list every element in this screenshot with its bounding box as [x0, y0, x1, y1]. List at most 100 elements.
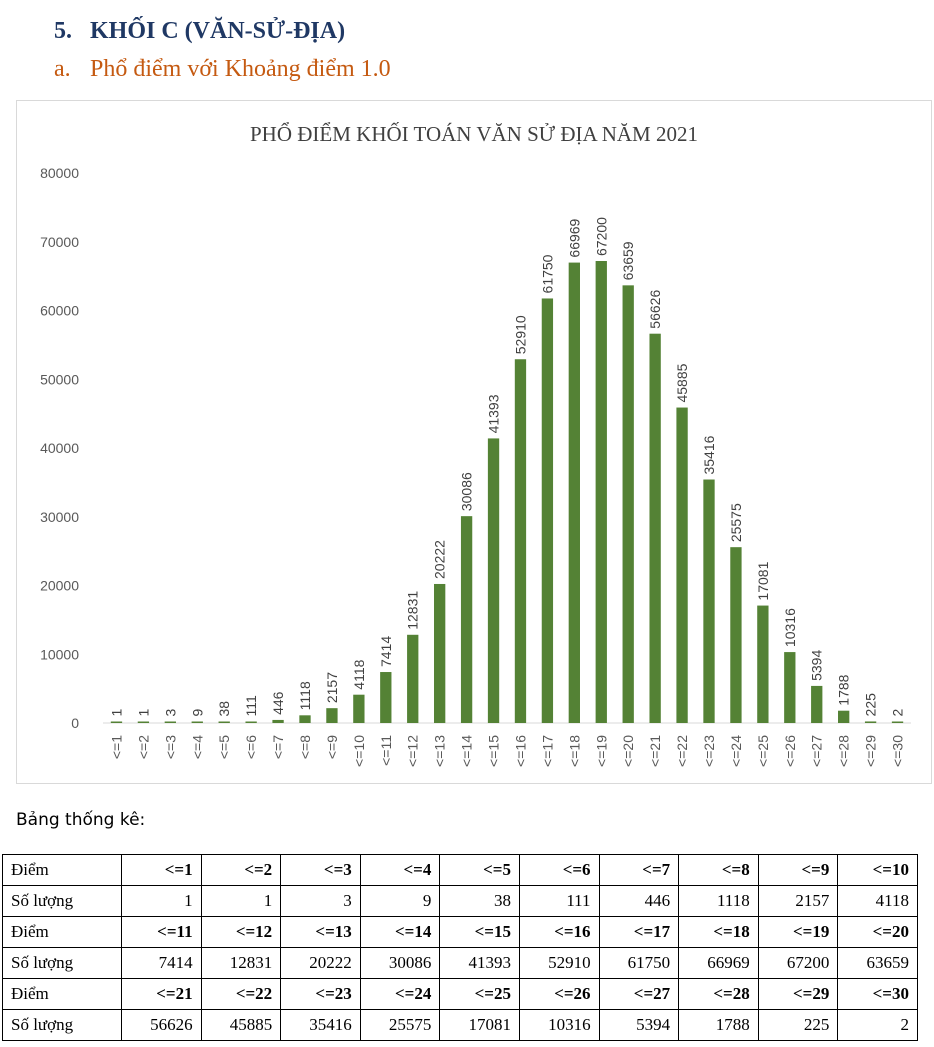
points-cell: <=20	[837, 916, 918, 948]
chart-container: PHỔ ĐIỂM KHỐI TOÁN VĂN SỬ ĐỊA NĂM 2021 0…	[16, 100, 932, 784]
bar	[353, 694, 365, 723]
points-row-header: Điểm	[2, 854, 122, 886]
count-cell: 446	[598, 885, 680, 917]
data-label: 30086	[459, 472, 475, 511]
points-cell: <=6	[518, 854, 600, 886]
bar	[595, 261, 607, 723]
points-cell: <=27	[598, 978, 680, 1010]
points-cell: <=4	[359, 854, 441, 886]
bar	[487, 438, 500, 723]
bar	[326, 708, 338, 723]
stats-table: Điểm <=1 <=2 <=3 <=4 <=5 <=6 <=7 <=8 <=9 <=10 Số lư…	[2, 854, 918, 1041]
bar	[757, 605, 769, 723]
counts-row-header: Số lượng	[2, 947, 122, 979]
x-tick-label: <=29	[863, 735, 879, 767]
x-tick-label: <=9	[324, 735, 340, 759]
count-cell: 66969	[678, 947, 759, 979]
count-cell: 67200	[757, 947, 839, 979]
x-tick-label: <=8	[297, 735, 313, 759]
points-row: Điểm <=11 <=12 <=13 <=14 <=15 <=16 <=17 <=18 <=19…	[2, 916, 918, 948]
x-tick-label: <=15	[486, 735, 502, 767]
points-cell: <=19	[757, 916, 839, 948]
points-cell: <=21	[121, 978, 202, 1010]
data-label: 63659	[620, 241, 636, 280]
x-tick-label: <=22	[674, 735, 690, 767]
data-label: 3	[162, 709, 178, 717]
y-tick-label: 30000	[40, 509, 79, 525]
section-number: 5.	[54, 18, 72, 44]
points-row: Điểm <=21 <=22 <=23 <=24 <=25 <=26 <=27 <=28 <=29…	[2, 978, 918, 1010]
bar	[191, 721, 203, 723]
x-tick-label: <=3	[162, 735, 178, 759]
bar	[407, 634, 419, 723]
points-cell: <=2	[200, 854, 282, 886]
y-tick-label: 50000	[40, 371, 79, 387]
bar-series	[110, 261, 904, 723]
count-cell: 56626	[121, 1009, 202, 1041]
count-cell: 25575	[359, 1009, 441, 1041]
points-cell: <=9	[757, 854, 839, 886]
count-cell: 9	[359, 885, 441, 917]
data-label: 12831	[405, 591, 421, 630]
points-cell: <=5	[439, 854, 520, 886]
counts-row: Số lượng 1 1 3 9 38 111 446 1118 2157 4118	[2, 885, 918, 917]
x-tick-label: <=5	[216, 735, 232, 759]
y-axis: 0 10000 20000 30000 40000 50000 60000 70000 8000…	[40, 165, 79, 731]
data-labels: 1 1 3 9 38 111 446 1118 2157 4118 7414 12831 20222 30…	[108, 217, 905, 717]
count-cell: 5394	[598, 1009, 680, 1041]
bar	[434, 583, 446, 723]
count-cell: 63659	[837, 947, 918, 979]
data-label: 2157	[324, 672, 340, 703]
count-cell: 2	[837, 1009, 918, 1041]
points-cell: <=15	[439, 916, 520, 948]
points-cell: <=28	[678, 978, 759, 1010]
points-cell: <=14	[359, 916, 441, 948]
x-tick-label: <=25	[755, 735, 771, 767]
bar	[784, 652, 796, 723]
bar	[891, 721, 904, 723]
x-tick-label: <=19	[593, 735, 609, 767]
points-cell: <=29	[757, 978, 839, 1010]
x-tick-label: <=20	[620, 735, 636, 767]
data-label: 41393	[486, 394, 502, 433]
section-title: KHỐI C (VĂN-SỬ-ĐỊA)	[90, 18, 346, 44]
x-tick-label: <=2	[135, 735, 151, 759]
data-label: 52910	[512, 315, 528, 354]
points-row-header: Điểm	[2, 978, 122, 1010]
points-cell: <=8	[678, 854, 759, 886]
stats-caption: Bảng thống kê:	[16, 810, 146, 830]
counts-row: Số lượng 56626 45885 35416 25575 17081 10316 53…	[2, 1009, 918, 1041]
x-tick-label: <=23	[701, 735, 717, 767]
data-label: 1	[108, 709, 124, 717]
data-label: 7414	[378, 636, 394, 667]
data-label: 1118	[297, 681, 313, 710]
bar	[460, 516, 473, 723]
points-cell: <=30	[837, 978, 918, 1010]
x-tick-label: <=7	[270, 735, 286, 759]
count-cell: 4118	[837, 885, 918, 917]
counts-row-header: Số lượng	[2, 885, 122, 917]
data-label: 5394	[809, 650, 825, 681]
data-label: 4118	[351, 659, 367, 689]
points-cell: <=23	[280, 978, 361, 1010]
points-cell: <=7	[598, 854, 680, 886]
bar	[864, 721, 877, 723]
score-distribution-chart: PHỔ ĐIỂM KHỐI TOÁN VĂN SỬ ĐỊA NĂM 2021 0…	[40, 122, 911, 767]
bar	[245, 721, 257, 723]
x-tick-label: <=16	[512, 735, 528, 767]
y-tick-label: 80000	[40, 165, 79, 181]
x-tick-label: <=17	[539, 735, 555, 767]
x-tick-label: <=27	[809, 735, 825, 767]
data-label: 35416	[701, 435, 717, 474]
count-cell: 45885	[200, 1009, 282, 1041]
data-label: 25575	[728, 503, 744, 542]
data-label: 38	[216, 701, 232, 717]
y-tick-label: 60000	[40, 303, 79, 319]
points-cell: <=13	[280, 916, 361, 948]
data-label: 446	[270, 691, 286, 715]
count-cell: 111	[518, 885, 600, 917]
bar	[541, 298, 554, 723]
bar	[218, 721, 230, 723]
count-cell: 20222	[280, 947, 361, 979]
bar	[676, 407, 688, 723]
